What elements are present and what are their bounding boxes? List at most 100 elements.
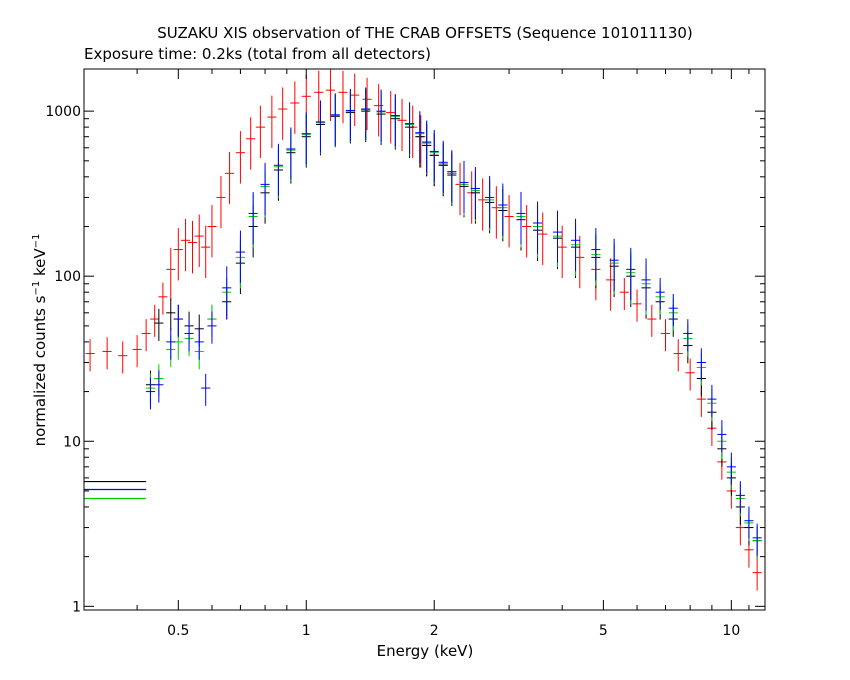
- data-point: [361, 87, 371, 140]
- data-point: [118, 341, 128, 374]
- data-point: [632, 289, 642, 322]
- data-point: [422, 120, 432, 173]
- data-point: [683, 319, 693, 352]
- data-point: [438, 140, 448, 194]
- data-point: [315, 100, 326, 153]
- data-point: [557, 225, 567, 279]
- data-point: [154, 308, 164, 341]
- y-axis-label-main: normalized counts s: [31, 295, 49, 446]
- data-point: [570, 218, 581, 272]
- data-point: [166, 327, 176, 360]
- data-point: [235, 230, 245, 283]
- data-point: [207, 204, 217, 258]
- data-point: [158, 282, 168, 315]
- data-point: [132, 335, 142, 368]
- data-point: [485, 175, 495, 229]
- plot-frame: [83, 68, 766, 611]
- data-point: [273, 143, 283, 197]
- data-point: [154, 370, 164, 403]
- chart-subtitle: Exposure time: 0.2ks (total from all det…: [84, 45, 431, 63]
- y-tick-label: 10: [63, 434, 81, 450]
- data-point: [201, 373, 211, 406]
- data-point: [532, 201, 543, 254]
- data-point: [260, 162, 270, 216]
- y-axis-label-mid: keV: [31, 248, 49, 281]
- data-point: [286, 127, 296, 180]
- data-point: [330, 93, 340, 146]
- x-tick-label: 1: [302, 623, 311, 639]
- data-point: [405, 102, 415, 155]
- data-point: [459, 160, 469, 214]
- data-point: [194, 327, 204, 360]
- data-point: [647, 304, 657, 337]
- data-point: [314, 70, 324, 124]
- data-point: [173, 228, 183, 281]
- y-tick-label: 100: [54, 269, 81, 285]
- y-axis-label: normalized counts s−1 keV−1: [31, 234, 49, 447]
- data-point: [255, 105, 265, 159]
- data-point: [222, 266, 232, 319]
- data-point: [726, 452, 736, 485]
- data-point: [267, 95, 277, 148]
- y-axis-label-exp1: −1: [31, 281, 42, 296]
- data-point: [591, 228, 601, 281]
- data-point: [415, 111, 425, 164]
- data-point: [173, 304, 183, 337]
- data-point: [278, 87, 288, 140]
- data-point: [338, 70, 348, 124]
- data-point: [201, 225, 211, 279]
- data-point: [235, 131, 245, 184]
- data-point: [376, 89, 386, 143]
- data-point: [455, 162, 465, 216]
- data-point: [685, 358, 695, 391]
- data-point: [467, 171, 477, 224]
- data-point: [397, 98, 407, 152]
- series-3: [145, 87, 762, 556]
- data-point: [668, 293, 678, 327]
- data-point: [301, 112, 311, 165]
- data-point: [575, 235, 585, 289]
- data-point: [538, 212, 548, 265]
- data-point: [498, 183, 508, 236]
- data-point: [696, 348, 706, 381]
- data-point: [717, 420, 727, 453]
- data-point: [386, 91, 396, 144]
- chart-title: SUZAKU XIS observation of THE CRAB OFFSE…: [157, 24, 693, 42]
- series-2: [145, 88, 762, 559]
- data-point: [207, 311, 217, 344]
- data-point: [166, 298, 176, 331]
- data-point: [184, 319, 194, 352]
- x-tick-label: 5: [599, 623, 608, 639]
- data-point: [145, 377, 156, 410]
- y-axis-label-exp2: −1: [31, 234, 42, 249]
- data-point: [102, 337, 112, 370]
- data-point: [478, 178, 488, 231]
- data-point: [522, 204, 532, 258]
- data-point: [150, 304, 160, 337]
- series-1: [145, 89, 762, 559]
- data-point: [194, 214, 204, 267]
- data-point: [609, 238, 619, 292]
- y-tick-label: 1000: [45, 104, 81, 120]
- data-point: [470, 166, 480, 220]
- data-point: [752, 558, 762, 591]
- data-point: [166, 247, 176, 301]
- data-point: [325, 68, 336, 122]
- data-point: [141, 319, 151, 352]
- data-point: [735, 481, 745, 514]
- data-point: [350, 73, 360, 127]
- data-point: [85, 339, 95, 372]
- data-point: [246, 117, 256, 170]
- data-point: [345, 88, 355, 142]
- data-point: [619, 277, 629, 311]
- data-point: [290, 81, 300, 134]
- data-point: [248, 191, 258, 245]
- data-point: [552, 210, 563, 263]
- axis-ticks: 0.5 1 2 5 10 1 10 100 1000: [45, 69, 766, 639]
- data-point: [655, 277, 665, 311]
- data-point: [641, 258, 651, 311]
- y-tick-label: 1: [72, 599, 81, 615]
- plot-data-layer: [84, 68, 762, 591]
- data-point: [660, 319, 671, 352]
